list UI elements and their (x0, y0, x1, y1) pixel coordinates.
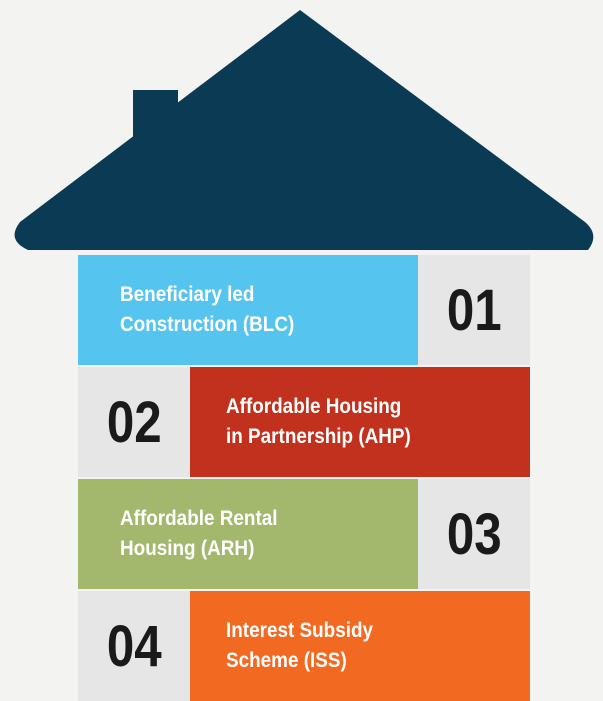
label-line: in Partnership (AHP) (226, 425, 411, 448)
label-line: Affordable Rental (120, 507, 278, 530)
step-number: 03 (418, 479, 530, 589)
step-row: Beneficiary led Construction (BLC) 01 (78, 255, 530, 365)
step-number: 04 (78, 591, 190, 701)
number-text: 01 (446, 277, 502, 343)
number-text: 04 (106, 613, 162, 679)
step-label: Affordable Rental Housing (ARH) (78, 479, 418, 589)
label-line: Housing (ARH) (120, 537, 255, 560)
label-line: Construction (BLC) (120, 313, 295, 336)
label-line: Scheme (ISS) (226, 649, 347, 672)
step-label: Beneficiary led Construction (BLC) (78, 255, 418, 365)
step-row: Affordable Housing in Partnership (AHP) 02 (78, 367, 530, 477)
step-row: Interest Subsidy Scheme (ISS) 04 (78, 591, 530, 701)
label-line: Beneficiary led (120, 283, 255, 306)
number-text: 02 (106, 389, 162, 455)
step-row: Affordable Rental Housing (ARH) 03 (78, 479, 530, 589)
roof-shape (14, 10, 594, 250)
step-label: Interest Subsidy Scheme (ISS) (190, 591, 530, 701)
number-text: 03 (446, 501, 502, 567)
step-label: Affordable Housing in Partnership (AHP) (190, 367, 530, 477)
roof (14, 10, 594, 250)
label-line: Interest Subsidy (226, 619, 374, 642)
step-number: 01 (418, 255, 530, 365)
label-line: Affordable Housing (226, 395, 402, 418)
step-number: 02 (78, 367, 190, 477)
